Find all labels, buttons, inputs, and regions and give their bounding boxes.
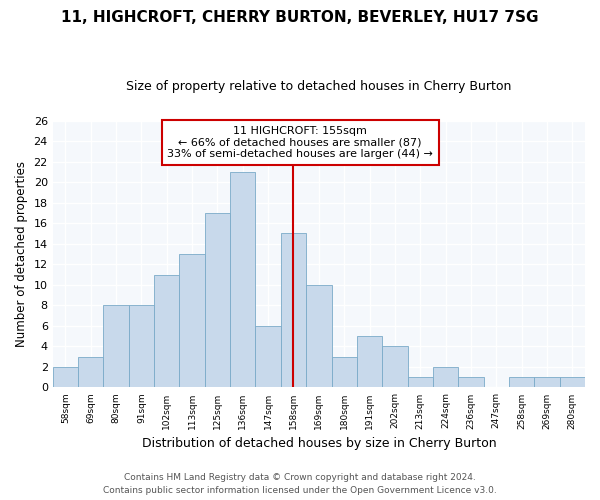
Bar xyxy=(433,367,458,388)
Y-axis label: Number of detached properties: Number of detached properties xyxy=(15,161,28,347)
Bar xyxy=(53,367,78,388)
Bar xyxy=(332,356,357,388)
Bar xyxy=(129,306,154,388)
Bar xyxy=(535,377,560,388)
Bar xyxy=(205,213,230,388)
Bar xyxy=(357,336,382,388)
Bar xyxy=(382,346,407,388)
Bar xyxy=(78,356,103,388)
Bar xyxy=(509,377,535,388)
X-axis label: Distribution of detached houses by size in Cherry Burton: Distribution of detached houses by size … xyxy=(142,437,496,450)
Title: Size of property relative to detached houses in Cherry Burton: Size of property relative to detached ho… xyxy=(126,80,512,93)
Bar xyxy=(560,377,585,388)
Bar xyxy=(281,234,306,388)
Text: 11, HIGHCROFT, CHERRY BURTON, BEVERLEY, HU17 7SG: 11, HIGHCROFT, CHERRY BURTON, BEVERLEY, … xyxy=(61,10,539,25)
Text: Contains HM Land Registry data © Crown copyright and database right 2024.
Contai: Contains HM Land Registry data © Crown c… xyxy=(103,474,497,495)
Bar xyxy=(103,306,129,388)
Bar xyxy=(230,172,256,388)
Bar xyxy=(407,377,433,388)
Bar xyxy=(179,254,205,388)
Bar xyxy=(306,285,332,388)
Bar xyxy=(458,377,484,388)
Bar xyxy=(154,274,179,388)
Text: 11 HIGHCROFT: 155sqm
← 66% of detached houses are smaller (87)
33% of semi-detac: 11 HIGHCROFT: 155sqm ← 66% of detached h… xyxy=(167,126,433,159)
Bar xyxy=(256,326,281,388)
